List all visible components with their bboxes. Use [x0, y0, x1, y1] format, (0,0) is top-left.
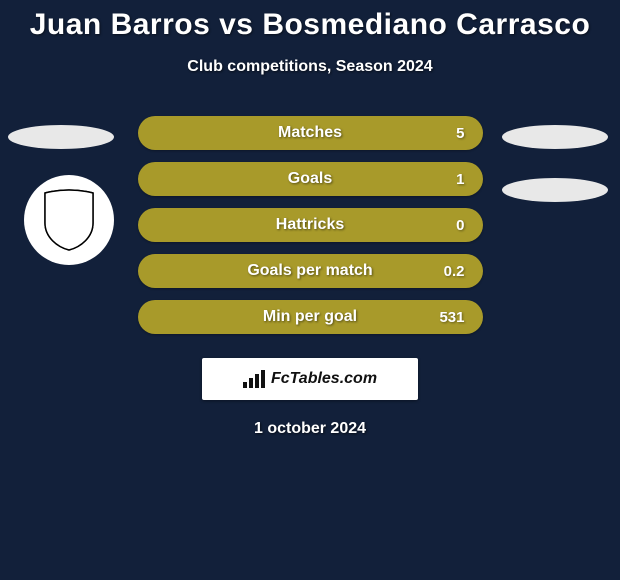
source-logo: FcTables.com	[202, 358, 418, 400]
stat-label: Goals per match	[247, 262, 372, 280]
date-label: 1 october 2024	[0, 420, 620, 438]
stat-label: Matches	[278, 124, 342, 142]
stat-value-right: 5	[425, 125, 465, 142]
bar-chart-icon	[243, 370, 265, 388]
stat-label: Goals	[288, 170, 332, 188]
stat-row: Goals 1	[138, 162, 483, 196]
stat-row: Min per goal 531	[138, 300, 483, 334]
stat-value-right: 531	[425, 309, 465, 326]
stat-value-right: 1	[425, 171, 465, 188]
stat-row: Matches 5	[138, 116, 483, 150]
player-left-photo-placeholder	[8, 125, 114, 149]
page-title: Juan Barros vs Bosmediano Carrasco	[0, 0, 620, 42]
club-right-placeholder	[502, 178, 608, 202]
stat-label: Min per goal	[263, 308, 357, 326]
stat-label: Hattricks	[276, 216, 344, 234]
comparison-infographic: Juan Barros vs Bosmediano Carrasco Club …	[0, 0, 620, 580]
source-logo-text: FcTables.com	[271, 370, 377, 388]
club-left-badge: C D U C	[24, 175, 114, 265]
stat-value-right: 0.2	[425, 263, 465, 280]
shield-icon: C D U C	[41, 189, 97, 251]
player-right-photo-placeholder	[502, 125, 608, 149]
stat-value-right: 0	[425, 217, 465, 234]
stat-row: Hattricks 0	[138, 208, 483, 242]
stat-row: Goals per match 0.2	[138, 254, 483, 288]
page-subtitle: Club competitions, Season 2024	[0, 58, 620, 76]
